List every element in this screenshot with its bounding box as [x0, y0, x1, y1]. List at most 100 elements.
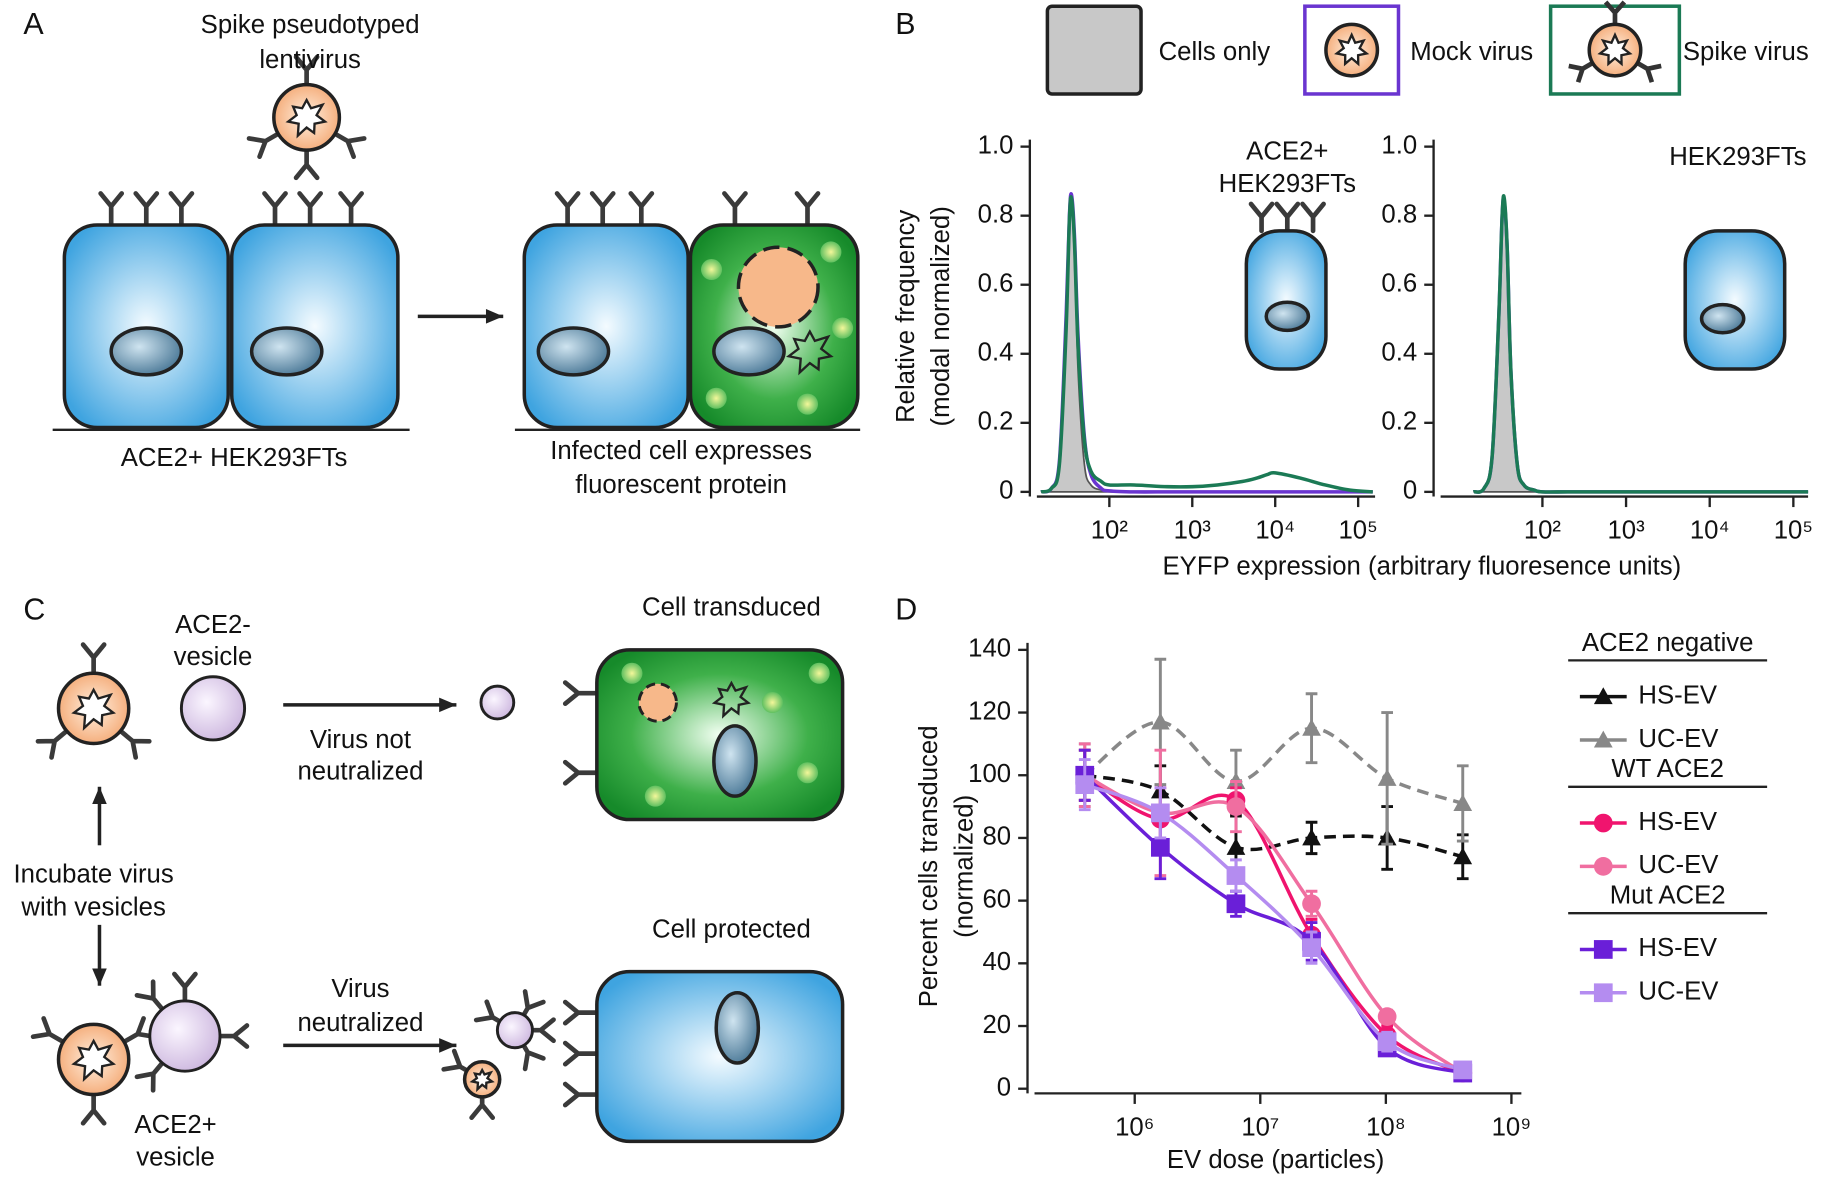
- legend-label: HS-EV: [1638, 681, 1717, 709]
- receptor-shape: [80, 1092, 107, 1126]
- label: neutralized: [297, 758, 423, 786]
- x-tick-label: 10⁵: [1339, 516, 1378, 544]
- panel-label: D: [895, 592, 917, 626]
- marker: [1226, 797, 1246, 816]
- genome: [285, 97, 328, 139]
- nucleus: [1699, 302, 1746, 335]
- arrow-head: [485, 309, 504, 324]
- marker: [1226, 894, 1246, 914]
- receptor: [217, 1023, 250, 1049]
- panel-label: A: [23, 7, 44, 41]
- label: Incubate virus: [14, 861, 174, 889]
- marker: [1226, 866, 1246, 885]
- y-tick-label: 40: [982, 948, 1011, 976]
- released-virus: [637, 682, 678, 723]
- y-tick-label: 0.4: [1381, 339, 1417, 367]
- vesicle: [179, 675, 247, 742]
- released-virus: [736, 245, 820, 329]
- receptor-shape: [293, 147, 320, 181]
- receptor-shape: [1603, 0, 1627, 25]
- receptor-shape: [134, 979, 165, 1012]
- receptor: [168, 191, 195, 228]
- receptor: [589, 191, 616, 228]
- label: ACE2+ HEK293FTs: [121, 444, 348, 472]
- receptor: [722, 191, 748, 228]
- receptor: [794, 191, 821, 228]
- receptor-shape: [30, 1016, 66, 1045]
- nucleus: [1264, 300, 1311, 333]
- y-tick-label: 100: [968, 760, 1011, 788]
- label: Virus: [331, 975, 389, 1003]
- receptor: [562, 759, 600, 786]
- legend-label: Mock virus: [1410, 38, 1533, 66]
- receptor-shape: [628, 191, 655, 228]
- y-tick-label: 120: [968, 697, 1011, 725]
- y-tick-label: 60: [982, 885, 1011, 913]
- marker: [1226, 837, 1246, 855]
- arrow-head: [92, 968, 107, 986]
- diagrams: [30, 54, 1787, 1144]
- marker: [1150, 712, 1170, 730]
- legend-label: HS-EV: [1638, 808, 1717, 836]
- receptor-shape: [1636, 60, 1662, 83]
- receptor: [133, 191, 160, 228]
- legend-label: UC-EV: [1638, 725, 1719, 753]
- fluorescent-protein: [820, 241, 842, 263]
- label: Cell transduced: [642, 594, 821, 622]
- y-tick-label: 1.0: [1381, 131, 1417, 159]
- receptor-shape: [35, 728, 70, 760]
- y-tick-label: 0: [999, 477, 1013, 505]
- receptor-shape: [118, 728, 152, 760]
- receptor: [562, 1040, 600, 1067]
- marker: [1150, 803, 1170, 823]
- fluorescent-protein: [700, 258, 723, 281]
- nucleus: [249, 326, 324, 377]
- receptor-shape: [1248, 201, 1275, 234]
- receptor-shape: [332, 131, 367, 160]
- fluorescent-protein: [644, 785, 666, 807]
- receptor: [562, 999, 600, 1026]
- y-tick-label: 0.8: [1381, 200, 1417, 228]
- fluorescent-protein: [796, 393, 819, 415]
- label: Cell protected: [652, 916, 811, 944]
- receptor: [134, 1060, 165, 1093]
- genome: [1334, 32, 1370, 67]
- y-tick-label: 0.2: [1381, 408, 1417, 436]
- y-axis-title: (normalized): [950, 795, 978, 938]
- marker: [1075, 775, 1095, 795]
- y-tick-label: 0: [1403, 477, 1417, 505]
- marker: [1377, 1007, 1397, 1026]
- receptor: [562, 680, 600, 707]
- y-tick-label: 1.0: [978, 131, 1014, 159]
- label: fluorescent protein: [575, 471, 787, 499]
- nucleus: [536, 326, 611, 377]
- receptor: [1274, 201, 1301, 234]
- marker: [1453, 1060, 1473, 1080]
- x-tick-label: 10³: [1174, 516, 1212, 544]
- label: ACE2-: [175, 611, 251, 639]
- cell: [1244, 229, 1328, 371]
- receptor-shape: [589, 191, 616, 228]
- fluorescent-protein: [761, 691, 783, 714]
- receptor-shape: [133, 191, 160, 228]
- receptor-shape: [172, 971, 198, 1004]
- cell: [522, 223, 690, 430]
- genome: [786, 329, 834, 376]
- label: vesicle: [136, 1144, 215, 1172]
- vesicle: [148, 999, 222, 1073]
- x-tick-label: 10⁴: [1690, 516, 1730, 544]
- x-tick-label: 10⁸: [1366, 1113, 1405, 1141]
- receptor: [469, 1094, 496, 1121]
- cell: [595, 969, 845, 1144]
- genome: [1597, 32, 1633, 67]
- receptor-shape: [338, 191, 364, 228]
- arrow-head: [439, 697, 457, 713]
- arrow-head: [92, 786, 107, 805]
- nucleus: [109, 326, 184, 377]
- receptor: [332, 131, 367, 160]
- receptor-shape: [562, 1040, 600, 1067]
- cell: [229, 223, 400, 430]
- x-tick-label: 10⁹: [1492, 1113, 1532, 1141]
- x-axis-title: EYFP expression (arbitrary fluoresence u…: [1163, 553, 1682, 581]
- marker: [1150, 837, 1170, 857]
